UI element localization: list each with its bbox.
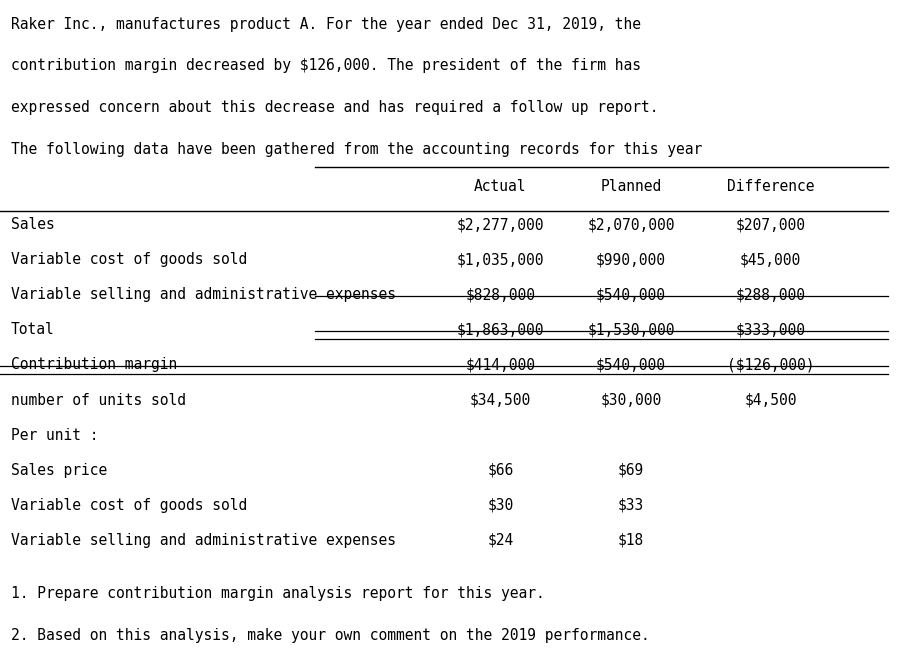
Text: $207,000: $207,000: [736, 217, 805, 232]
Text: $30: $30: [487, 498, 513, 513]
Text: Planned: Planned: [601, 179, 661, 194]
Text: Actual: Actual: [474, 179, 527, 194]
Text: $333,000: $333,000: [736, 322, 805, 338]
Text: Variable selling and administrative expenses: Variable selling and administrative expe…: [11, 533, 396, 548]
Text: $24: $24: [487, 533, 513, 548]
Text: $1,035,000: $1,035,000: [456, 252, 544, 267]
Text: $33: $33: [618, 498, 644, 513]
Text: contribution margin decreased by $126,000. The president of the firm has: contribution margin decreased by $126,00…: [11, 58, 640, 73]
Text: number of units sold: number of units sold: [11, 393, 186, 408]
Text: Contribution margin: Contribution margin: [11, 357, 177, 373]
Text: $69: $69: [618, 463, 644, 478]
Text: $540,000: $540,000: [596, 287, 666, 303]
Text: Difference: Difference: [727, 179, 815, 194]
Text: $1,863,000: $1,863,000: [456, 322, 544, 338]
Text: Sales price: Sales price: [11, 463, 107, 478]
Text: $34,500: $34,500: [470, 393, 531, 408]
Text: Total: Total: [11, 322, 54, 338]
Text: ($126,000): ($126,000): [727, 357, 815, 373]
Text: Sales: Sales: [11, 217, 54, 232]
Text: $1,530,000: $1,530,000: [587, 322, 675, 338]
Text: $414,000: $414,000: [465, 357, 535, 373]
Text: $18: $18: [618, 533, 644, 548]
Text: $30,000: $30,000: [601, 393, 661, 408]
Text: Variable selling and administrative expenses: Variable selling and administrative expe…: [11, 287, 396, 303]
Text: Per unit :: Per unit :: [11, 428, 98, 443]
Text: 2. Based on this analysis, make your own comment on the 2019 performance.: 2. Based on this analysis, make your own…: [11, 628, 649, 643]
Text: $66: $66: [487, 463, 513, 478]
Text: Raker Inc., manufactures product A. For the year ended Dec 31, 2019, the: Raker Inc., manufactures product A. For …: [11, 17, 640, 32]
Text: $4,500: $4,500: [744, 393, 797, 408]
Text: Variable cost of goods sold: Variable cost of goods sold: [11, 252, 247, 267]
Text: $828,000: $828,000: [465, 287, 535, 303]
Text: expressed concern about this decrease and has required a follow up report.: expressed concern about this decrease an…: [11, 100, 658, 115]
Text: $2,070,000: $2,070,000: [587, 217, 675, 232]
Text: Variable cost of goods sold: Variable cost of goods sold: [11, 498, 247, 513]
Text: $2,277,000: $2,277,000: [456, 217, 544, 232]
Text: $45,000: $45,000: [740, 252, 801, 267]
Text: 1. Prepare contribution margin analysis report for this year.: 1. Prepare contribution margin analysis …: [11, 586, 545, 601]
Text: $540,000: $540,000: [596, 357, 666, 373]
Text: $288,000: $288,000: [736, 287, 805, 303]
Text: $990,000: $990,000: [596, 252, 666, 267]
Text: The following data have been gathered from the accounting records for this year: The following data have been gathered fr…: [11, 142, 702, 157]
